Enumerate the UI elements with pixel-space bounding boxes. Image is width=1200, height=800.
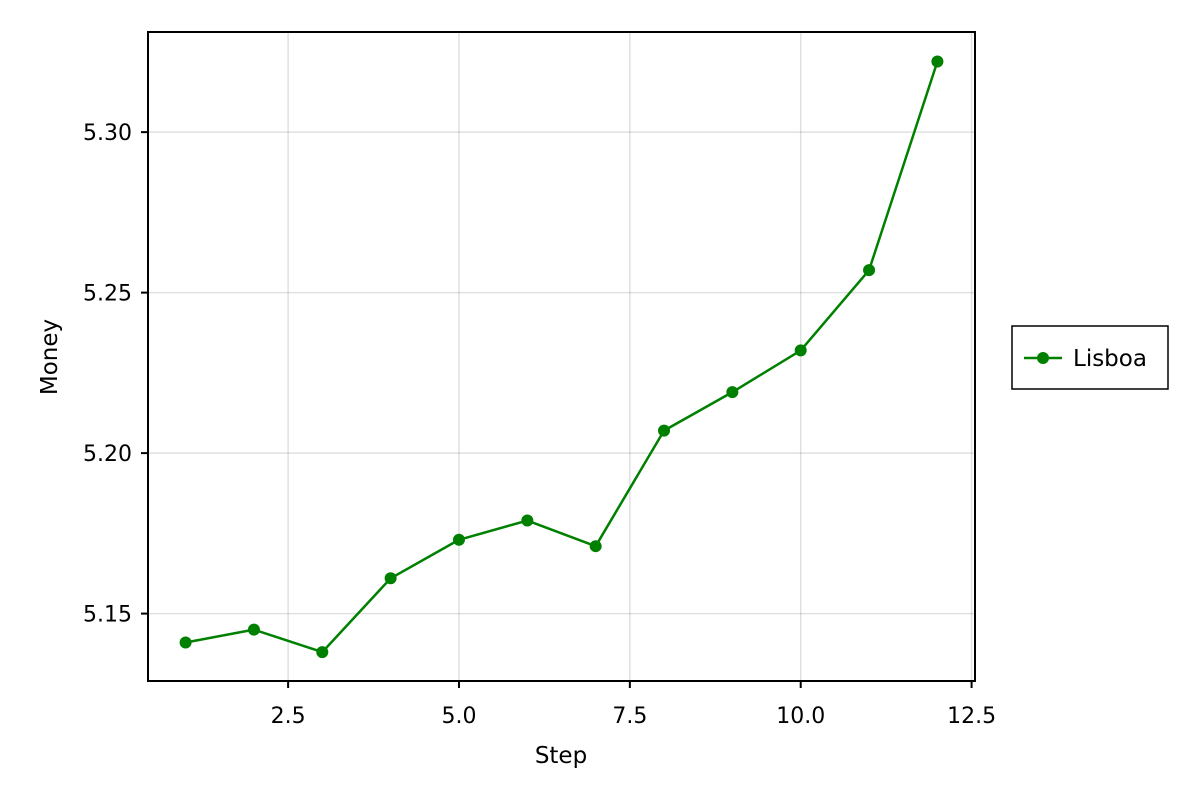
grid	[148, 32, 975, 681]
data-point	[794, 344, 807, 357]
data-point	[316, 646, 329, 659]
data-point	[658, 424, 671, 437]
legend-marker-lisboa	[1037, 352, 1049, 364]
y-axis: 5.15 5.20 5.25 5.30	[83, 121, 148, 628]
series-line-lisboa	[185, 61, 939, 654]
x-tick-label: 2.5	[271, 704, 306, 729]
plot-frame	[147, 31, 976, 682]
y-tick-label: 5.25	[83, 282, 132, 307]
data-point	[452, 533, 465, 546]
y-tick-label: 5.30	[83, 121, 132, 146]
data-point	[863, 264, 876, 277]
x-tick-label: 7.5	[612, 704, 647, 729]
legend-label-lisboa: Lisboa	[1073, 346, 1147, 372]
data-point	[384, 572, 397, 585]
data-point	[726, 386, 739, 399]
data-point	[589, 540, 602, 553]
y-axis-title: Money	[37, 319, 63, 395]
y-tick-label: 5.20	[83, 442, 132, 467]
data-point	[931, 55, 944, 68]
x-tick-label: 10.0	[776, 704, 825, 729]
data-point	[521, 514, 534, 527]
x-tick-label: 5.0	[441, 704, 476, 729]
legend-box	[1011, 325, 1169, 390]
series-layer	[179, 55, 944, 659]
data-point	[247, 623, 260, 636]
y-tick-label: 5.15	[83, 603, 132, 628]
data-point	[179, 636, 192, 649]
x-tick-label: 12.5	[947, 704, 996, 729]
legend: Lisboa	[1011, 325, 1169, 390]
x-axis-title: Step	[535, 743, 587, 769]
x-axis: 2.5 5.0 7.5 10.0 12.5	[271, 681, 996, 729]
